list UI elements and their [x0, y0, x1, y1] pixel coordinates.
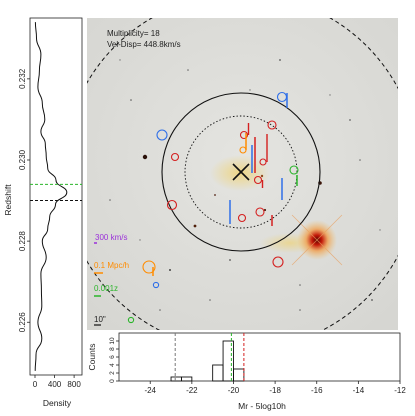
redshift-marker-lines: [30, 183, 82, 202]
background-star: [349, 119, 351, 121]
background-star: [371, 299, 373, 301]
member-galaxy-marker: [170, 152, 180, 162]
redshift-density-panel: 0.226 0.228 0.230 0.232 0 400 800 Redshift De…: [3, 17, 83, 408]
histogram-x-tick-label: -18: [269, 386, 281, 395]
background-star: [187, 69, 189, 71]
histogram-x-tick-label: -22: [186, 386, 198, 395]
distance-scale-label: 0.1 Mpc/h: [94, 261, 129, 270]
member-galaxy-marker: [127, 316, 135, 324]
redshift-tick-label: 0.226: [18, 312, 27, 333]
histogram-x-tick-label: -14: [353, 386, 365, 395]
histogram-y-tick-label: 6: [109, 355, 116, 359]
sky-image-panel: Multiplicity= 18 Vel-Disp= 448.8km/s 300…: [87, 18, 398, 330]
scale-bars: 300 km/s 0.1 Mpc/h 0.001z 10": [94, 233, 129, 326]
redshift-tick-label: 0.230: [18, 149, 27, 170]
center-cross: [232, 163, 250, 181]
solid-radius-circle: [161, 92, 321, 252]
member-galaxy-marker: [253, 175, 263, 185]
magnitude-axis-label: Mr - 5log10h: [238, 401, 286, 411]
member-galaxy-marker: [259, 158, 267, 166]
member-galaxy-marker: [152, 281, 160, 289]
member-galaxy-marker: [142, 260, 156, 274]
background-star: [379, 229, 381, 231]
histogram-y-ticks: 0 2 4 6 8 10: [109, 337, 119, 383]
counts-axis-label: Counts: [87, 344, 97, 371]
histogram-x-tick-label: -24: [144, 386, 156, 395]
background-star: [263, 208, 267, 212]
background-star: [329, 94, 331, 96]
member-galaxy-marker: [239, 130, 249, 140]
background-star: [209, 299, 211, 301]
histogram-y-tick-label: 10: [109, 337, 116, 345]
density-axis-label: Density: [43, 398, 72, 408]
background-star: [359, 159, 361, 161]
background-star: [139, 239, 141, 241]
histogram-y-tick-label: 2: [109, 371, 116, 375]
member-galaxy-marker: [255, 207, 265, 217]
histogram-x-ticks: -24 -22 -20 -18 -16 -14 -12: [144, 381, 406, 395]
background-star: [299, 284, 301, 286]
density-ticks: 0 400 800: [33, 375, 81, 389]
member-galaxy-marker: [272, 256, 284, 268]
histogram-bar: [180, 376, 193, 382]
histogram-bar: [222, 340, 234, 382]
histogram-y-tick-label: 8: [109, 347, 116, 351]
magnitude-histogram-panel: -24 -22 -20 -18 -16 -14 -12 0 2 4 6 8 10 Counts Mr …: [87, 332, 406, 411]
redshift-axis-label: Redshift: [3, 184, 13, 216]
member-galaxy-marker: [166, 199, 178, 211]
redshift-scale-label: 0.001z: [94, 284, 118, 293]
member-galaxy-marker: [156, 129, 168, 141]
background-star: [169, 269, 171, 271]
star-spike-2: [291, 214, 343, 266]
member-galaxy-marker: [237, 213, 247, 223]
member-galaxies: [127, 91, 299, 324]
angular-scale-label: 10": [94, 315, 106, 324]
background-star: [249, 89, 251, 91]
background-star: [159, 309, 161, 311]
dotted-radius-circle: [184, 115, 298, 229]
redshift-tick-label: 0.228: [18, 231, 27, 252]
histogram-x-tick-label: -16: [311, 386, 323, 395]
density-tick-label: 400: [48, 380, 62, 389]
background-star: [130, 99, 132, 101]
background-star: [142, 154, 148, 160]
member-galaxy-marker: [289, 165, 299, 175]
histogram-x-tick-label: -20: [228, 386, 240, 395]
redshift-tick-label: 0.232: [18, 68, 27, 89]
background-star: [193, 224, 197, 228]
multiplicity-text: Multiplicity= 18: [107, 29, 160, 38]
veldisp-text: Vel-Disp= 448.8km/s: [107, 40, 181, 49]
member-galaxy-marker: [267, 120, 277, 130]
histogram-y-tick-label: 0: [109, 379, 116, 383]
histogram-y-tick-label: 4: [109, 363, 116, 367]
velocity-scale-label: 300 km/s: [95, 233, 127, 242]
background-star: [299, 309, 301, 311]
background-stars: [109, 59, 381, 311]
density-curve: [34, 22, 68, 371]
histogram-marker-lines: [174, 333, 245, 381]
background-star: [229, 259, 231, 261]
density-tick-label: 800: [67, 380, 81, 389]
density-tick-label: 0: [33, 380, 38, 389]
background-star: [214, 194, 216, 196]
background-star: [279, 59, 281, 61]
histogram-x-tick-label: -12: [394, 386, 406, 395]
redshift-ticks: 0.226 0.228 0.230 0.232: [18, 68, 30, 332]
histogram-frame: [118, 332, 401, 382]
background-star: [109, 199, 111, 201]
background-star: [119, 59, 121, 61]
